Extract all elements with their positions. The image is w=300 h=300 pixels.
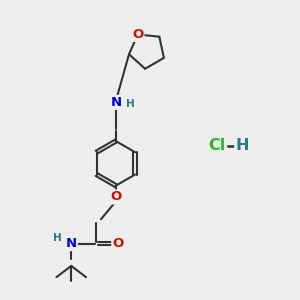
Text: O: O [132, 28, 143, 41]
Text: H: H [126, 99, 134, 109]
Text: H: H [52, 233, 61, 243]
Text: O: O [112, 237, 124, 250]
Text: Cl: Cl [208, 138, 226, 153]
Text: O: O [110, 190, 122, 203]
Text: N: N [66, 237, 77, 250]
Text: N: N [110, 96, 122, 109]
Text: H: H [236, 138, 249, 153]
